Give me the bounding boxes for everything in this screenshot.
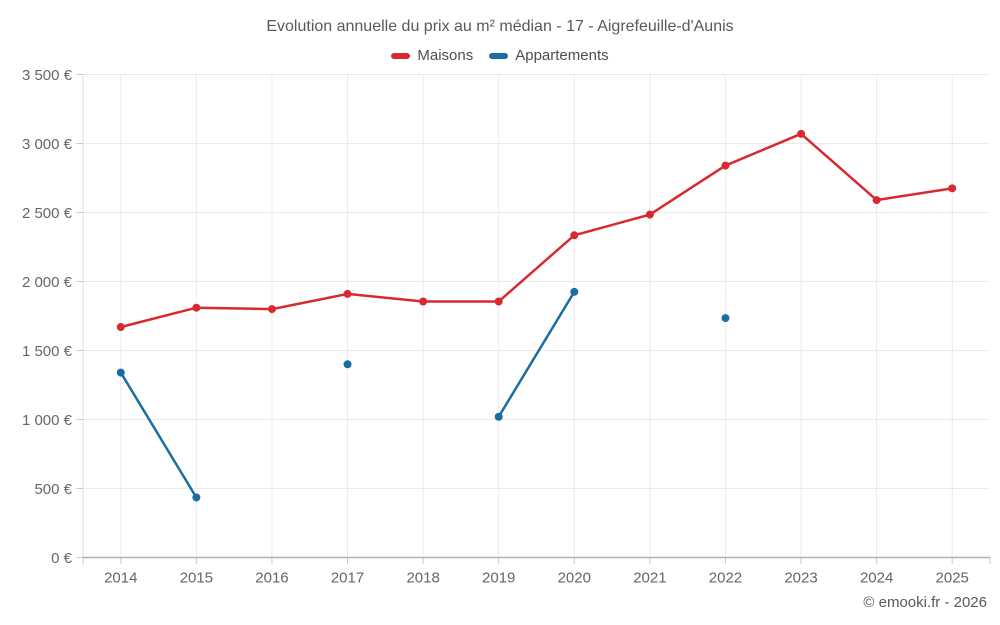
maisons-point[interactable]: [343, 289, 352, 298]
legend-label-maisons: Maisons: [417, 47, 474, 64]
appartements-point[interactable]: [192, 493, 201, 502]
x-tick-label: 2015: [180, 570, 213, 587]
legend-label-appartements: Appartements: [515, 47, 609, 64]
y-tick-label: 2 500 €: [22, 205, 73, 222]
x-tick-label: 2025: [936, 570, 969, 587]
y-tick-label: 3 000 €: [22, 136, 73, 153]
y-tick-label: 500 €: [34, 481, 72, 498]
x-tick-label: 2021: [633, 570, 666, 587]
y-tick-label: 3 500 €: [22, 67, 73, 84]
maisons-point[interactable]: [570, 231, 579, 240]
maisons-point[interactable]: [948, 184, 957, 193]
y-tick-label: 0 €: [51, 550, 73, 567]
x-tick-label: 2022: [709, 570, 742, 587]
maisons-point[interactable]: [872, 196, 881, 205]
chart-legend: Maisons Appartements: [0, 47, 1000, 64]
x-tick-label: 2018: [406, 570, 439, 587]
appartements-point[interactable]: [343, 360, 352, 369]
x-tick-label: 2023: [784, 570, 817, 587]
y-tick-label: 2 000 €: [22, 274, 73, 291]
y-tick-label: 1 500 €: [22, 343, 73, 360]
appartements-point[interactable]: [494, 412, 503, 421]
maisons-point[interactable]: [494, 297, 503, 306]
chart-title: Evolution annuelle du prix au m² médian …: [266, 18, 734, 35]
maisons-point[interactable]: [192, 303, 201, 312]
maisons-point[interactable]: [721, 161, 730, 170]
appartements-point[interactable]: [116, 368, 125, 377]
x-tick-label: 2017: [331, 570, 364, 587]
maisons-point[interactable]: [116, 323, 125, 332]
appartements-point[interactable]: [570, 287, 579, 296]
legend-item-appartements[interactable]: Appartements: [489, 47, 609, 64]
maisons-point[interactable]: [645, 210, 654, 219]
x-tick-label: 2019: [482, 570, 515, 587]
appartements-line: [497, 290, 576, 418]
maisons-legend-swatch-icon: [391, 52, 411, 59]
x-tick-label: 2020: [558, 570, 591, 587]
appartements-point[interactable]: [721, 314, 730, 323]
x-tick-label: 2024: [860, 570, 893, 587]
maisons-point[interactable]: [267, 305, 276, 314]
maisons-point[interactable]: [419, 297, 428, 306]
appartements-line: [119, 371, 198, 499]
x-tick-label: 2016: [255, 570, 288, 587]
y-tick-label: 1 000 €: [22, 412, 73, 429]
x-tick-label: 2014: [104, 570, 137, 587]
legend-item-maisons[interactable]: Maisons: [391, 47, 473, 64]
maisons-line: [119, 132, 954, 329]
maisons-point[interactable]: [797, 129, 806, 138]
appartements-legend-swatch-icon: [489, 52, 509, 59]
copyright-footer: © emooki.fr - 2026: [863, 594, 987, 611]
